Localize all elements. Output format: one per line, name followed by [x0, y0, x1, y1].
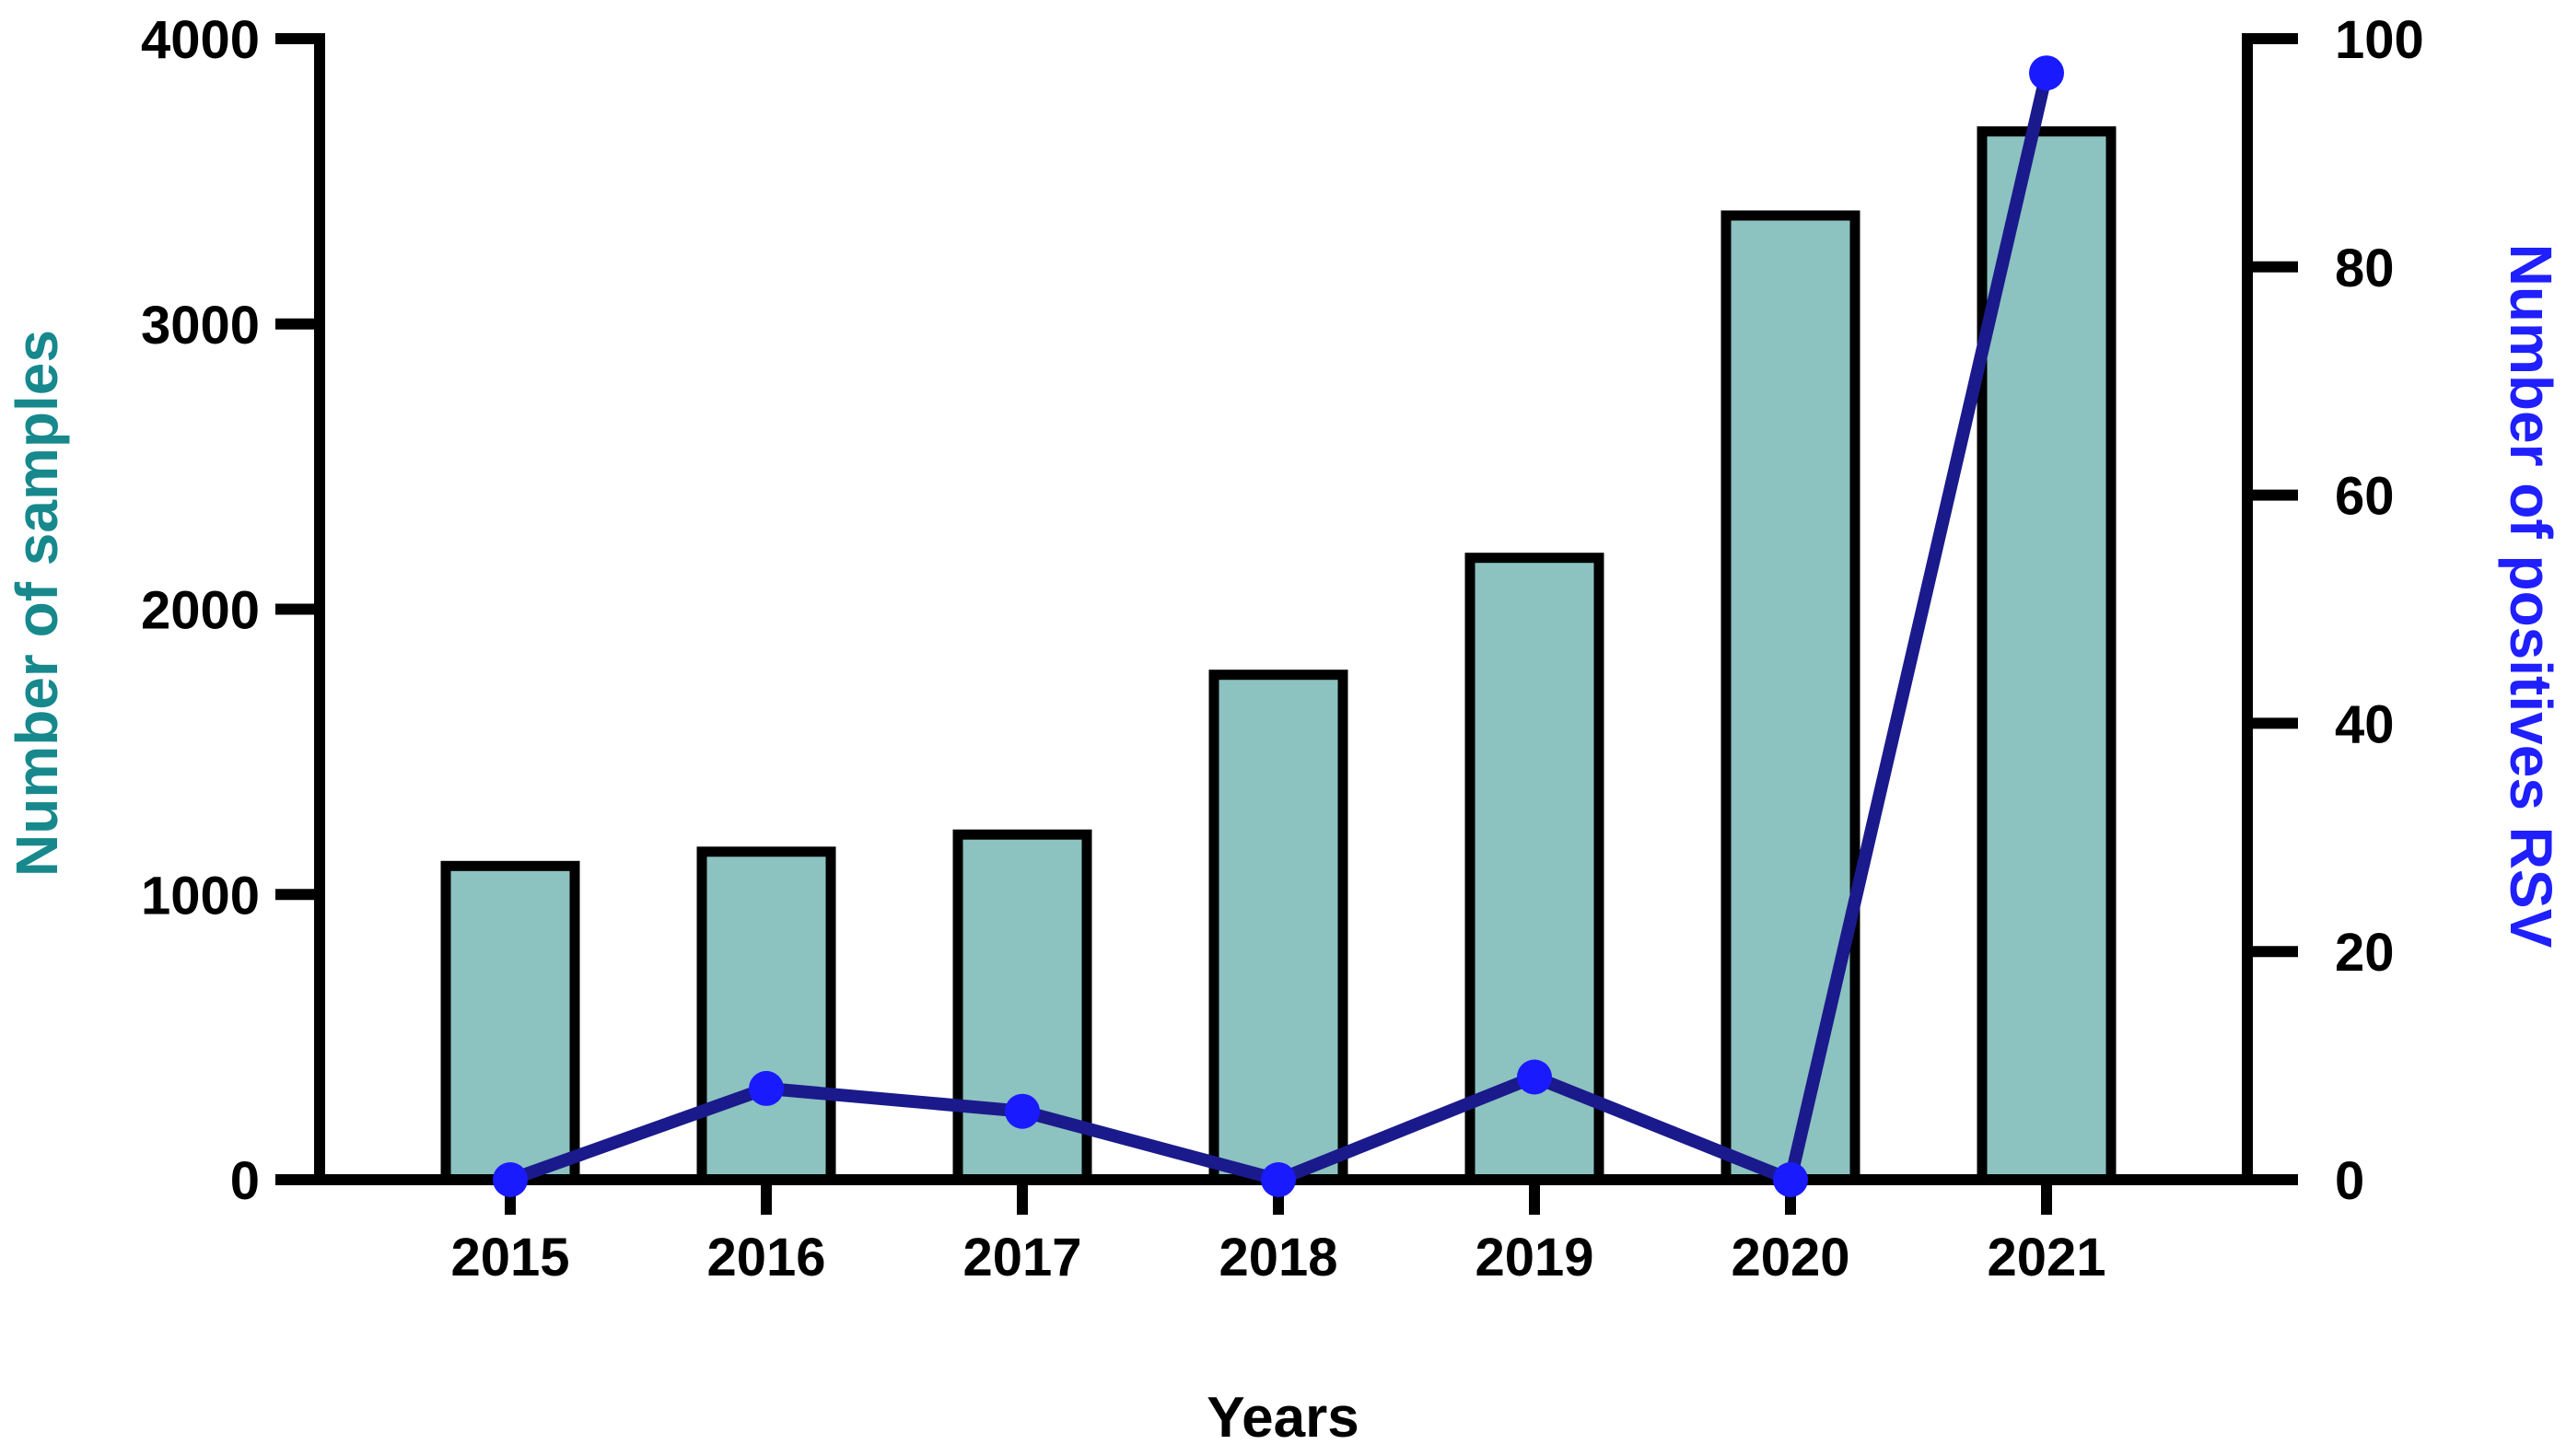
x-tick-label-2021: 2021 [1987, 1228, 2105, 1287]
rsv-point-2021 [2029, 55, 2064, 91]
x-tick-label-2015: 2015 [450, 1228, 569, 1287]
rsv-point-2019 [1517, 1059, 1552, 1095]
left-tick-label-2000: 2000 [141, 581, 260, 641]
right-tick-label-60: 60 [2335, 467, 2395, 527]
right-axis-title: Number of positives RSV [2498, 244, 2564, 949]
left-tick-label-4000: 4000 [141, 10, 260, 70]
right-tick-label-40: 40 [2335, 694, 2395, 754]
sample-bar-2018 [1208, 670, 1348, 1185]
sample-bar-2020 [1720, 210, 1860, 1185]
rsv-point-2020 [1773, 1162, 1808, 1197]
right-tick-label-20: 20 [2335, 923, 2395, 983]
rsv-point-2015 [493, 1162, 528, 1197]
sample-bar-2016 [696, 846, 836, 1185]
left-tick-label-0: 0 [230, 1151, 260, 1211]
right-tick-label-100: 100 [2335, 10, 2424, 70]
right-tick-label-0: 0 [2335, 1151, 2364, 1211]
rsv-point-2018 [1261, 1162, 1296, 1197]
x-tick-label-2017: 2017 [962, 1228, 1081, 1287]
x-tick-label-2018: 2018 [1219, 1228, 1337, 1287]
left-axis-title: Number of samples [4, 330, 70, 877]
x-tick-label-2019: 2019 [1475, 1228, 1593, 1287]
x-tick-label-2016: 2016 [706, 1228, 825, 1287]
left-tick-label-3000: 3000 [141, 296, 260, 355]
left-tick-label-1000: 1000 [141, 866, 260, 926]
labels-layer: 0 1000 2000 3000 4000 0 20 40 60 80 100 2015 2016 201… [141, 10, 2424, 1287]
x-tick-label-2020: 2020 [1731, 1228, 1849, 1287]
bars-layer [440, 126, 2117, 1185]
rsv-point-2016 [749, 1070, 784, 1106]
sample-bar-2015 [440, 860, 580, 1185]
rsv-point-2017 [1005, 1093, 1040, 1129]
x-axis-title: Years [1207, 1386, 1359, 1450]
line-layer [493, 55, 2064, 1197]
right-tick-label-80: 80 [2335, 239, 2395, 298]
